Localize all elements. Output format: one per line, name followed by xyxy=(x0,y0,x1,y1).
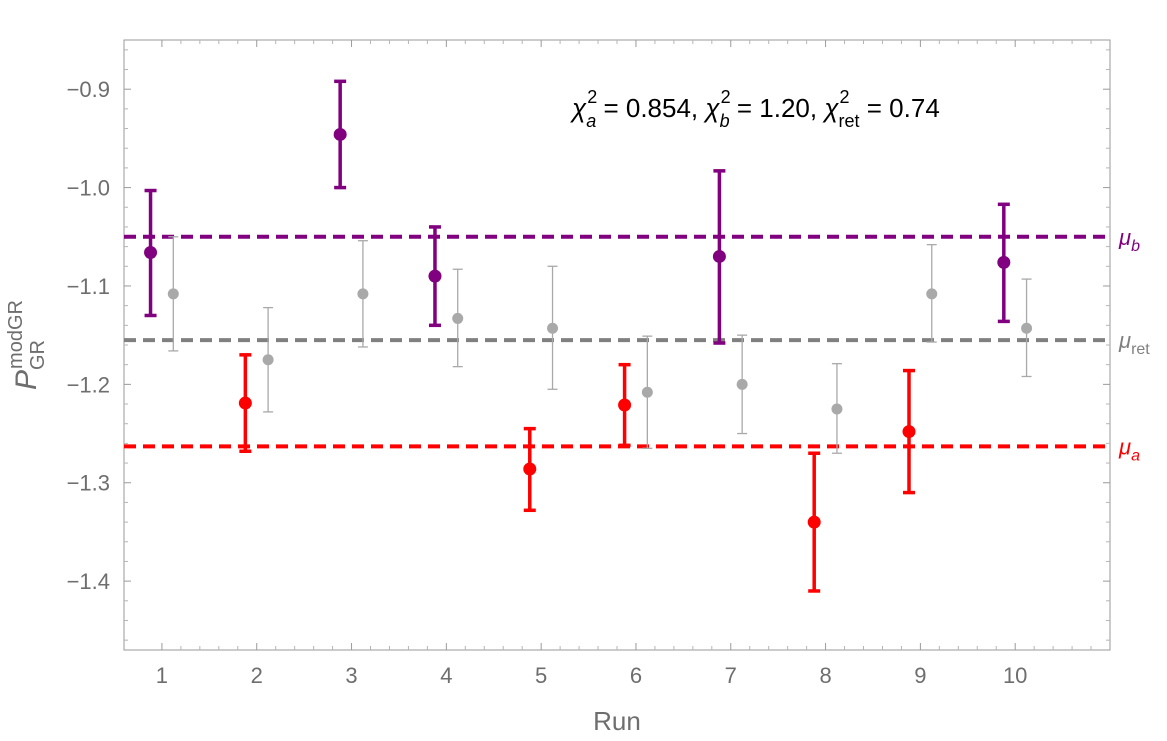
data-point xyxy=(807,515,821,529)
data-point xyxy=(997,255,1011,269)
labels: 1 2 3 4 5 6 7 8 9 10 −1.4 −1.3 −1.2 −1.1 −1.0 −0.9 μb μre… xyxy=(67,77,1151,688)
data-point xyxy=(712,249,726,263)
data-point xyxy=(618,398,632,412)
data-point xyxy=(144,246,158,260)
y-tick-label: −0.9 xyxy=(67,77,110,102)
x-tick-label: 7 xyxy=(725,663,737,688)
svg-text:PmodGRGR: PmodGRGR xyxy=(5,300,49,390)
data-point xyxy=(736,378,748,390)
data-point xyxy=(167,288,179,300)
data-point xyxy=(357,288,369,300)
y-tick-label: −1.4 xyxy=(67,569,110,594)
x-tick-label: 3 xyxy=(345,663,357,688)
data-point xyxy=(452,312,464,324)
data-point xyxy=(1021,322,1033,334)
y-tick-label: −1.1 xyxy=(67,274,110,299)
data-point xyxy=(547,322,559,334)
x-tick-label: 8 xyxy=(819,663,831,688)
reference-line-label: μret xyxy=(1118,328,1150,358)
y-tick-label: −1.0 xyxy=(67,176,110,201)
data-point xyxy=(641,386,653,398)
reference-line-label: μa xyxy=(1118,434,1140,464)
data-point xyxy=(238,396,252,410)
data-series xyxy=(144,79,1033,593)
x-axis-title: Run xyxy=(593,706,641,736)
data-point xyxy=(902,425,916,439)
plot-frame xyxy=(123,39,1111,651)
data-point xyxy=(831,403,843,415)
x-tick-label: 5 xyxy=(535,663,547,688)
reference-line-label: μb xyxy=(1118,225,1140,255)
x-tick-label: 2 xyxy=(251,663,263,688)
x-tick-label: 4 xyxy=(440,663,452,688)
data-point xyxy=(262,354,274,366)
data-point xyxy=(333,127,347,141)
y-tick-label: −1.2 xyxy=(67,372,110,397)
chi-squared-annotation: χ2 a = 0.854, χ2 b = 1.20, χ2 ret = 0.74 xyxy=(570,87,940,131)
x-tick-label: 10 xyxy=(1003,663,1027,688)
y-axis-title: PmodGRGR xyxy=(5,300,49,390)
reference-lines xyxy=(124,234,1110,449)
x-tick-label: 9 xyxy=(914,663,926,688)
data-point xyxy=(428,269,442,283)
y-tick-label: −1.3 xyxy=(67,471,110,496)
plot-border xyxy=(123,39,1111,651)
x-tick-label: 1 xyxy=(156,663,168,688)
x-tick-label: 6 xyxy=(630,663,642,688)
data-point xyxy=(523,462,537,476)
data-point xyxy=(926,288,938,300)
